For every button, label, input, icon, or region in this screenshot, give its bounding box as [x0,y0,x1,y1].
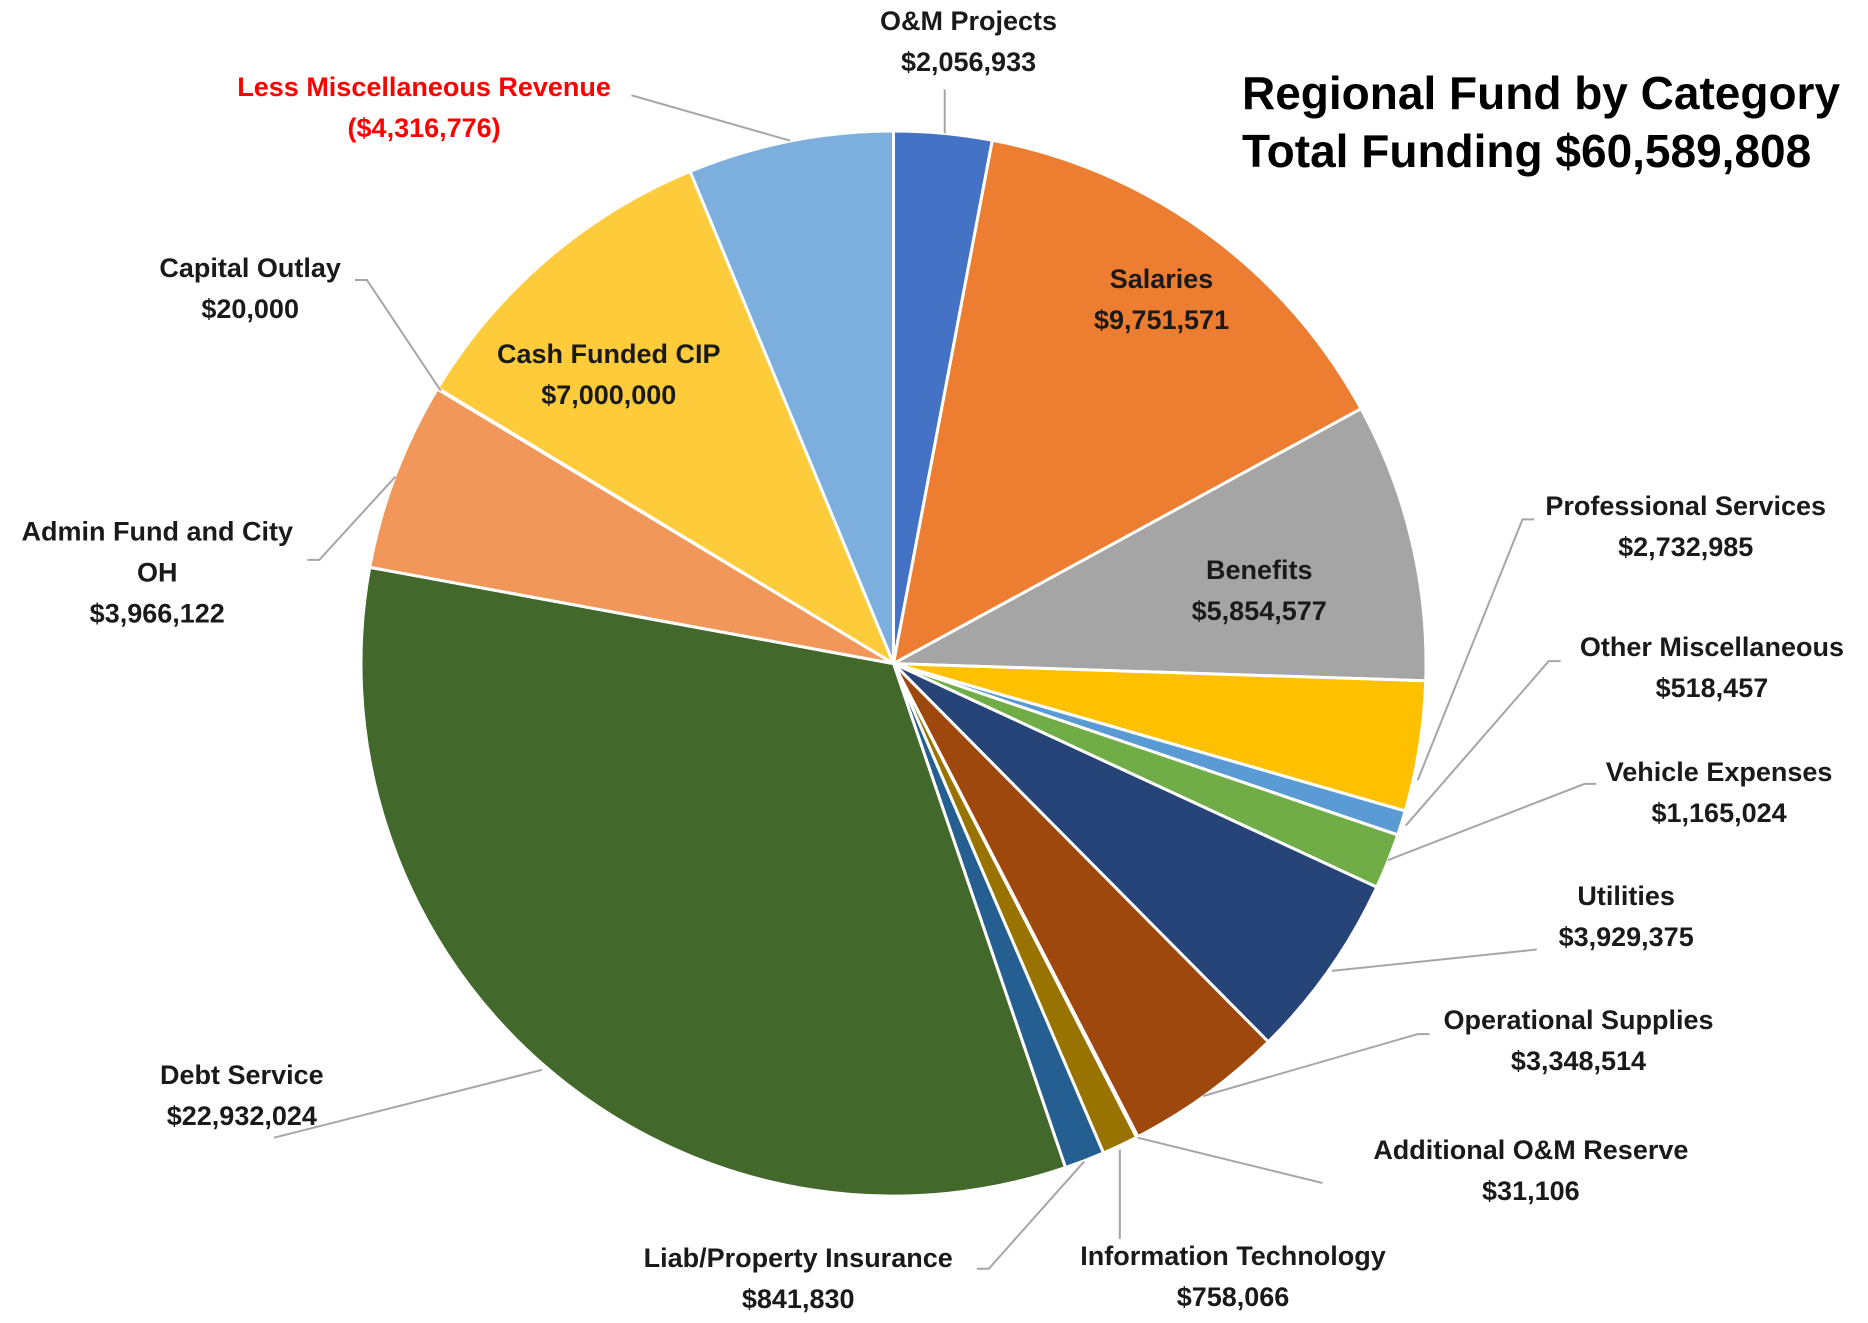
leader-line [1202,1033,1430,1097]
value-label: $31,106 [1482,1176,1580,1207]
data-label: Salaries $9,751,571 [1094,259,1229,341]
category-label: Cash Funded CIP [497,339,721,370]
pie-slice [359,565,1068,1198]
leader-line [1331,948,1537,972]
value-label: $3,966,122 [89,598,225,629]
leader-line [1137,1136,1323,1184]
category-label: Professional Services [1545,490,1827,521]
category-label: Operational Supplies [1443,1005,1714,1036]
data-label: Operational Supplies $3,348,514 [1443,1000,1713,1082]
category-label: Less Miscellaneous Revenue [237,72,611,103]
leader-line [1416,518,1535,781]
value-label: $9,751,571 [1093,305,1230,336]
chart-title: Regional Fund by Category [1242,67,1841,119]
data-label: Information Technology $758,066 [1080,1236,1386,1318]
value-label: ($4,316,776) [347,113,501,144]
data-label: Debt Service $22,932,024 [160,1055,324,1137]
value-label: $20,000 [201,294,299,325]
data-label: Professional Services $2,732,985 [1545,486,1826,568]
value-label: $841,830 [741,1284,855,1315]
category-label: Additional O&M Reserve [1373,1135,1689,1166]
data-label: Benefits $5,854,577 [1192,550,1327,632]
category-label: Capital Outlay [159,253,341,284]
category-label: Benefits [1205,554,1313,585]
data-label: Vehicle Expenses $1,165,024 [1606,752,1833,834]
value-label: $22,932,024 [166,1101,317,1132]
data-label: O&M Projects $2,056,933 [880,1,1057,83]
pie-slice [887,406,1428,683]
value-label: $2,732,985 [1618,531,1754,562]
category-label: Salaries [1109,264,1214,295]
category-label: Vehicle Expenses [1605,757,1833,788]
value-label: $518,457 [1655,673,1769,704]
data-label: Other Miscellaneous $518,457 [1580,627,1844,709]
value-label: $5,854,577 [1191,595,1327,626]
leader-line [1405,660,1561,827]
data-label: Utilities $3,929,375 [1559,876,1694,958]
value-label: $758,066 [1176,1282,1290,1313]
leader-line [307,475,397,561]
data-label: Admin Fund and City OH $3,966,122 [7,512,307,635]
pie-slice [688,129,895,665]
pie-slice [891,138,1364,667]
leader-line [1387,782,1597,862]
category-label: Admin Fund and City OH [21,516,293,588]
leader-line [273,1068,543,1139]
category-label: Other Miscellaneous [1579,632,1844,663]
pie-slice [435,169,897,668]
pie-slice [892,662,1379,1044]
value-label: $3,348,514 [1510,1046,1647,1077]
category-label: Liab/Property Insurance [643,1243,953,1274]
value-label: $2,056,933 [900,46,1037,77]
pie-slice [368,386,895,666]
value-label: $3,929,375 [1558,922,1694,953]
category-label: O&M Projects [880,5,1058,36]
value-label: $1,165,024 [1651,798,1787,829]
category-label: Information Technology [1080,1241,1386,1272]
value-label: $7,000,000 [541,380,677,411]
data-label: Liab/Property Insurance $841,830 [644,1238,953,1320]
chart-subtitle: Total Funding $60,589,808 [1242,125,1812,177]
category-label: Debt Service [160,1060,324,1091]
leader-line [631,94,791,142]
leader-line [355,278,442,392]
data-label: Cash Funded CIP $7,000,000 [497,334,721,416]
data-label: Less Miscellaneous Revenue ($4,316,776) [237,67,611,149]
data-label: Additional O&M Reserve $31,106 [1373,1130,1688,1212]
leader-line [976,1160,1085,1270]
data-label: Capital Outlay $20,000 [159,248,341,330]
category-label: Utilities [1577,881,1675,912]
